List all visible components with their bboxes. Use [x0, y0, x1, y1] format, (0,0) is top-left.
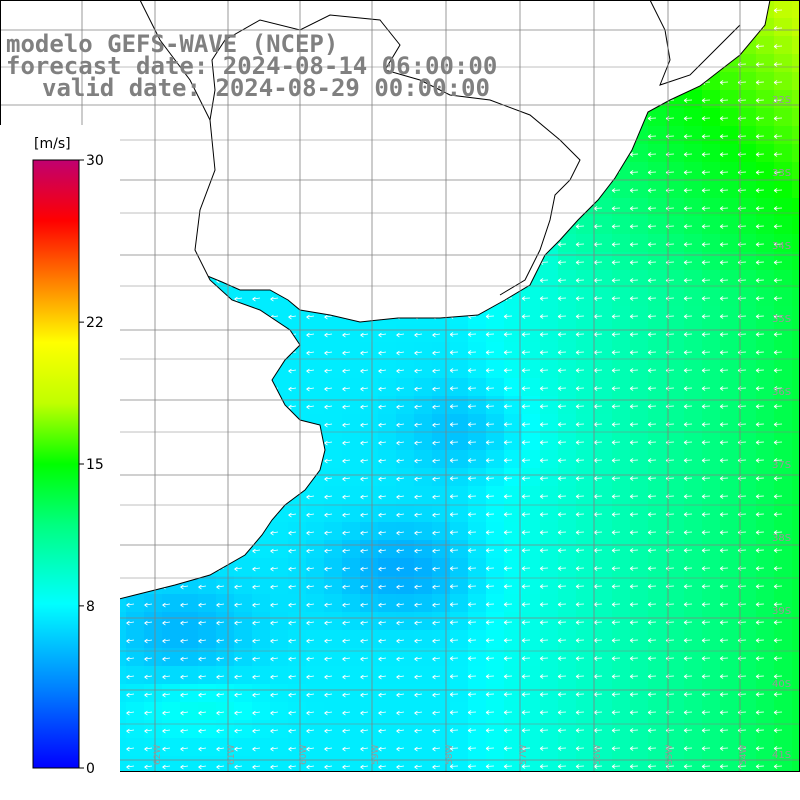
title-model: modelo GEFS-WAVE (NCEP) — [6, 30, 338, 58]
colorbar-unit: [m/s] — [34, 136, 71, 152]
colorbar-tick-label: 22 — [86, 315, 104, 331]
latitude-label: 39S — [772, 606, 791, 617]
longitude-label: 61W — [227, 745, 237, 765]
latitude-label: 33S — [772, 168, 791, 179]
longitude-label: 58W — [445, 745, 455, 765]
title-valid-date: valid date: 2024-08-29 00:00:00 — [42, 74, 490, 102]
colorbar-tick-label: 15 — [86, 457, 104, 473]
longitude-label: 56W — [593, 745, 603, 765]
longitude-label: 62W — [153, 745, 163, 765]
colorbar: [m/s] 30 22 15 8 0 — [0, 125, 120, 777]
latitude-label: 32S — [772, 95, 791, 106]
colorbar-tick-label: 8 — [86, 599, 95, 615]
latitude-label: 40S — [772, 679, 791, 690]
latitude-labels: 32S 33S 34S 35S 36S 37S 38S 39S 40S 41S — [772, 95, 791, 761]
colorbar-tick-label: 30 — [86, 153, 104, 169]
longitude-label: 57W — [519, 745, 529, 765]
longitude-label: 55W — [665, 745, 675, 765]
title-forecast-date: forecast date: 2024-08-14 06:00:00 — [6, 52, 497, 80]
colorbar-gradient — [32, 159, 80, 769]
latitude-label: 38S — [772, 533, 791, 544]
latitude-label: 34S — [772, 241, 791, 252]
longitude-label: 54W — [739, 745, 749, 765]
longitude-label: 59W — [371, 745, 381, 765]
colorbar-tick-label: 0 — [86, 761, 95, 777]
latitude-label: 37S — [772, 460, 791, 471]
longitude-label: 60W — [299, 745, 309, 765]
latitude-label: 35S — [772, 314, 791, 325]
latitude-label: 41S — [772, 750, 791, 761]
latitude-label: 36S — [772, 387, 791, 398]
